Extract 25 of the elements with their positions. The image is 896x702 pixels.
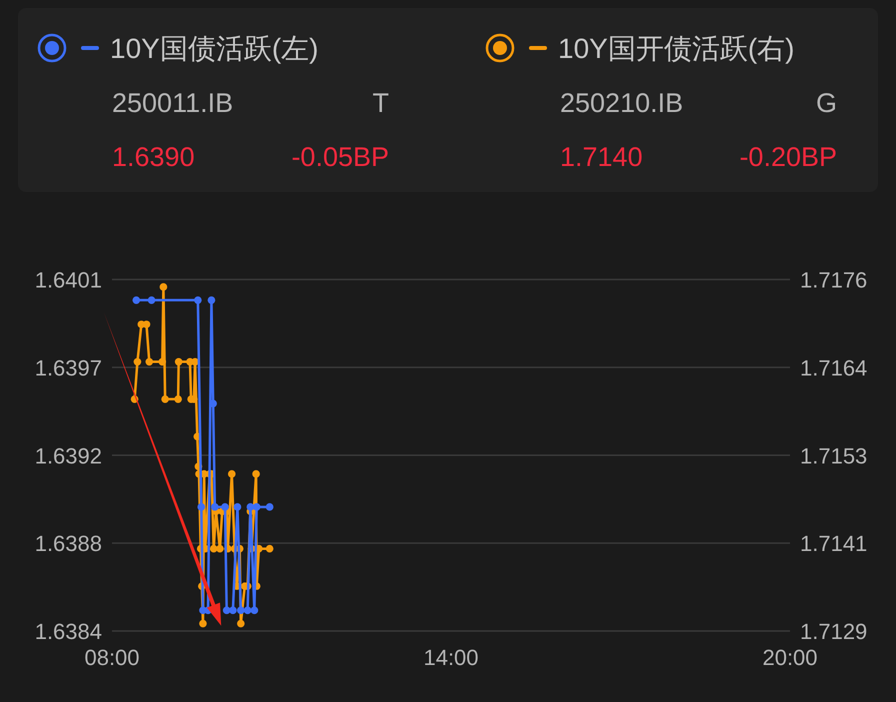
text: 250210.IB	[560, 88, 684, 118]
text: G	[816, 88, 837, 118]
y-tick-label: 1.6401	[34, 268, 102, 292]
legend-label: 10Y国开债活跃(右)	[558, 33, 794, 64]
legend-item: 10Y国开债活跃(右)	[486, 33, 794, 64]
x-tick-label: 14:00	[423, 645, 479, 670]
x-tick-label: 20:00	[762, 645, 818, 670]
text: 1.7140	[560, 142, 643, 172]
text: 250011.IB	[112, 88, 234, 118]
text: -0.20BP	[739, 142, 837, 172]
x-tick-label: 08:00	[84, 645, 140, 670]
legend-item: 10Y国债活跃(左)	[38, 33, 318, 64]
y2-tick-label: 1.7141	[800, 531, 868, 556]
text: 1.6390	[112, 142, 195, 172]
y2-tick-label: 1.7164	[800, 355, 868, 380]
y-tick-label: 1.6388	[34, 531, 102, 556]
y-tick-label: 1.6384	[34, 619, 102, 644]
y2-tick-label: 1.7129	[800, 619, 868, 644]
y-tick-label: 1.6392	[34, 443, 102, 468]
text: -0.05BP	[291, 142, 389, 172]
y2-tick-label: 1.7176	[800, 268, 868, 292]
y-tick-label: 1.6397	[34, 355, 102, 380]
legend-label: 10Y国债活跃(左)	[110, 33, 318, 64]
text: T	[372, 88, 389, 118]
y2-tick-label: 1.7153	[800, 443, 868, 468]
